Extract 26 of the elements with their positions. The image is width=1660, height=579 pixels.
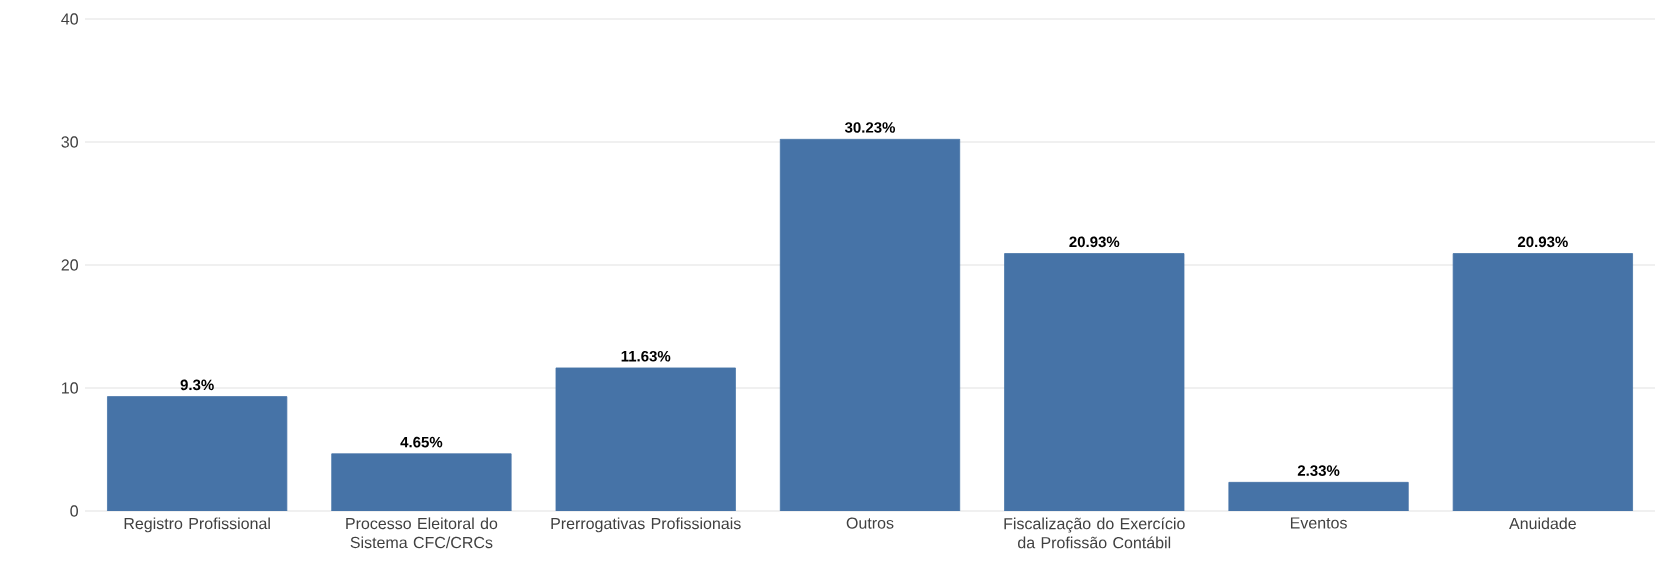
- data-label: 20.93%: [1517, 236, 1568, 248]
- x-tick-label: Fiscalização do Exercício da Profissão Contábil: [1004, 517, 1185, 549]
- x-tick-label: Anuidade: [1509, 517, 1576, 530]
- data-label: 4.65%: [400, 436, 443, 448]
- y-tick-label: 10: [62, 382, 78, 394]
- x-tick-label: Outros: [846, 517, 894, 529]
- data-label: 20.93%: [1069, 236, 1120, 248]
- bar: [1228, 481, 1409, 511]
- x-tick-label: Eventos: [1290, 517, 1347, 529]
- data-label: 11.63%: [621, 350, 671, 362]
- bar: [555, 367, 736, 511]
- data-label: 9.3%: [180, 379, 214, 391]
- y-tick-label: 40: [61, 13, 78, 25]
- y-tick-label: 20: [61, 259, 78, 271]
- data-label: 2.33%: [1297, 465, 1340, 476]
- y-tick-label: 30: [61, 136, 78, 148]
- data-label: 30.23%: [844, 122, 896, 133]
- x-tick-label: Registro Profissional: [124, 517, 270, 533]
- bar: [1452, 253, 1633, 511]
- bar: [107, 396, 288, 511]
- x-tick-label: Prerrogativas Profissionais: [551, 517, 741, 533]
- bar: [779, 138, 961, 511]
- y-tick-label: 0: [70, 505, 78, 517]
- bar: [1004, 253, 1185, 511]
- x-tick-label: Processo Eleitoral do Sistema CFC/CRCs: [346, 517, 498, 549]
- bar: [331, 453, 512, 511]
